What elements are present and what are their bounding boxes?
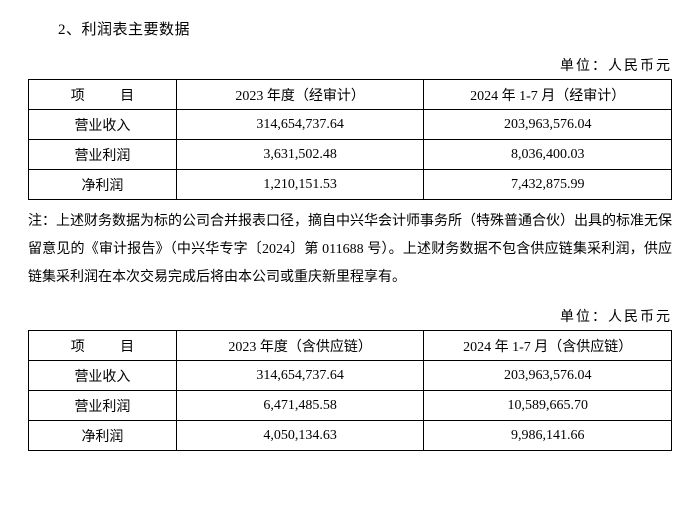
cell-value: 314,654,737.64 [176, 361, 424, 391]
table-row: 营业利润 3,631,502.48 8,036,400.03 [29, 140, 672, 170]
col-header-item: 项 目 [29, 80, 177, 110]
table-header-row: 项 目 2023 年度（含供应链） 2024 年 1-7 月（含供应链） [29, 331, 672, 361]
cell-value: 10,589,665.70 [424, 391, 672, 421]
row-label: 营业收入 [29, 110, 177, 140]
unit-label-1: 单位：人民币元 [28, 55, 672, 75]
table-row: 营业收入 314,654,737.64 203,963,576.04 [29, 361, 672, 391]
cell-value: 9,986,141.66 [424, 421, 672, 451]
col-header-2023: 2023 年度（经审计） [176, 80, 424, 110]
table-row: 营业收入 314,654,737.64 203,963,576.04 [29, 110, 672, 140]
row-label: 净利润 [29, 170, 177, 200]
cell-value: 4,050,134.63 [176, 421, 424, 451]
unit-label-2: 单位：人民币元 [28, 306, 672, 326]
cell-value: 203,963,576.04 [424, 361, 672, 391]
section-title: 2、利润表主要数据 [58, 18, 672, 39]
income-table-2: 项 目 2023 年度（含供应链） 2024 年 1-7 月（含供应链） 营业收… [28, 330, 672, 451]
cell-value: 8,036,400.03 [424, 140, 672, 170]
table-row: 净利润 4,050,134.63 9,986,141.66 [29, 421, 672, 451]
row-label: 净利润 [29, 421, 177, 451]
table-header-row: 项 目 2023 年度（经审计） 2024 年 1-7 月（经审计） [29, 80, 672, 110]
col-header-item: 项 目 [29, 331, 177, 361]
col-header-2023: 2023 年度（含供应链） [176, 331, 424, 361]
table-row: 营业利润 6,471,485.58 10,589,665.70 [29, 391, 672, 421]
row-label: 营业利润 [29, 140, 177, 170]
col-header-2024: 2024 年 1-7 月（经审计） [424, 80, 672, 110]
row-label: 营业收入 [29, 361, 177, 391]
cell-value: 6,471,485.58 [176, 391, 424, 421]
cell-value: 314,654,737.64 [176, 110, 424, 140]
cell-value: 7,432,875.99 [424, 170, 672, 200]
col-header-2024: 2024 年 1-7 月（含供应链） [424, 331, 672, 361]
row-label: 营业利润 [29, 391, 177, 421]
table-row: 净利润 1,210,151.53 7,432,875.99 [29, 170, 672, 200]
cell-value: 203,963,576.04 [424, 110, 672, 140]
income-table-1: 项 目 2023 年度（经审计） 2024 年 1-7 月（经审计） 营业收入 … [28, 79, 672, 200]
cell-value: 1,210,151.53 [176, 170, 424, 200]
cell-value: 3,631,502.48 [176, 140, 424, 170]
note-text: 注：上述财务数据为标的公司合并报表口径，摘自中兴华会计师事务所（特殊普通合伙）出… [28, 208, 672, 292]
